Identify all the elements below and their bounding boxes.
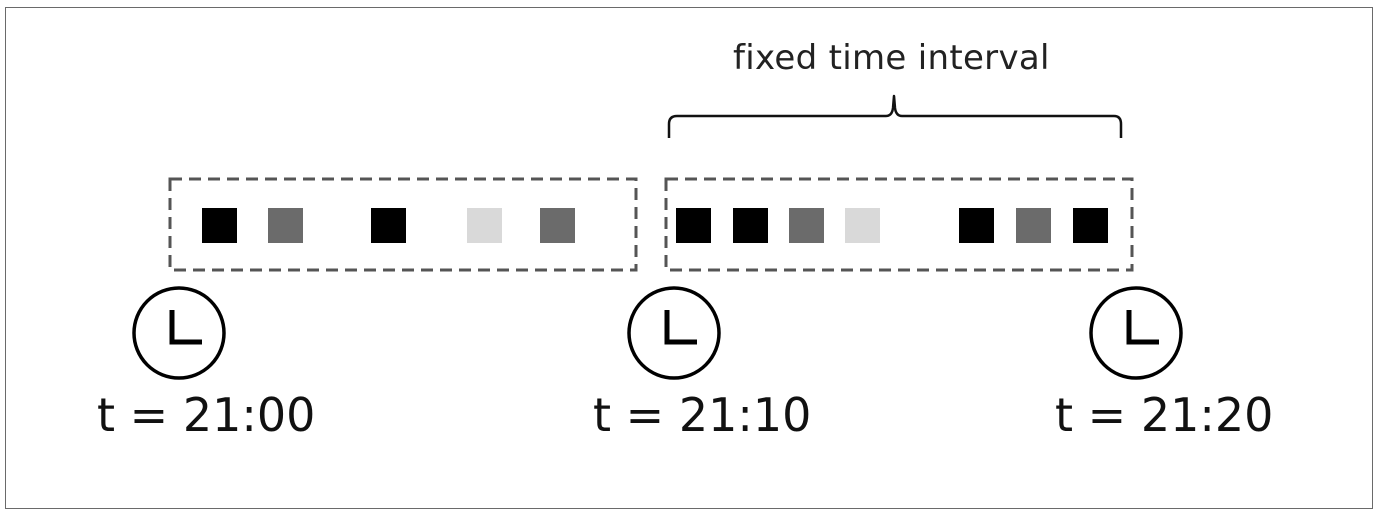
time-label-2120: t = 21:20 <box>1055 388 1274 442</box>
event-square <box>959 208 994 243</box>
event-square <box>202 208 237 243</box>
event-square <box>1016 208 1051 243</box>
fixed-time-interval-label: fixed time interval <box>733 38 1050 78</box>
window-2-events <box>676 208 1108 243</box>
event-square <box>845 208 880 243</box>
event-square <box>540 208 575 243</box>
clock-icon <box>627 286 721 380</box>
diagram-frame <box>5 7 1373 509</box>
event-square <box>268 208 303 243</box>
time-label-2100: t = 21:00 <box>97 388 316 442</box>
clock-icon <box>132 286 226 380</box>
event-square <box>676 208 711 243</box>
interval-brace <box>667 94 1123 138</box>
window-1-events <box>202 208 575 243</box>
event-square <box>467 208 502 243</box>
clock-icon <box>1089 286 1183 380</box>
event-square <box>733 208 768 243</box>
window-box-1 <box>168 177 638 272</box>
window-box-2 <box>664 177 1134 272</box>
event-square <box>371 208 406 243</box>
time-label-2110: t = 21:10 <box>593 388 812 442</box>
event-square <box>789 208 824 243</box>
event-square <box>1073 208 1108 243</box>
